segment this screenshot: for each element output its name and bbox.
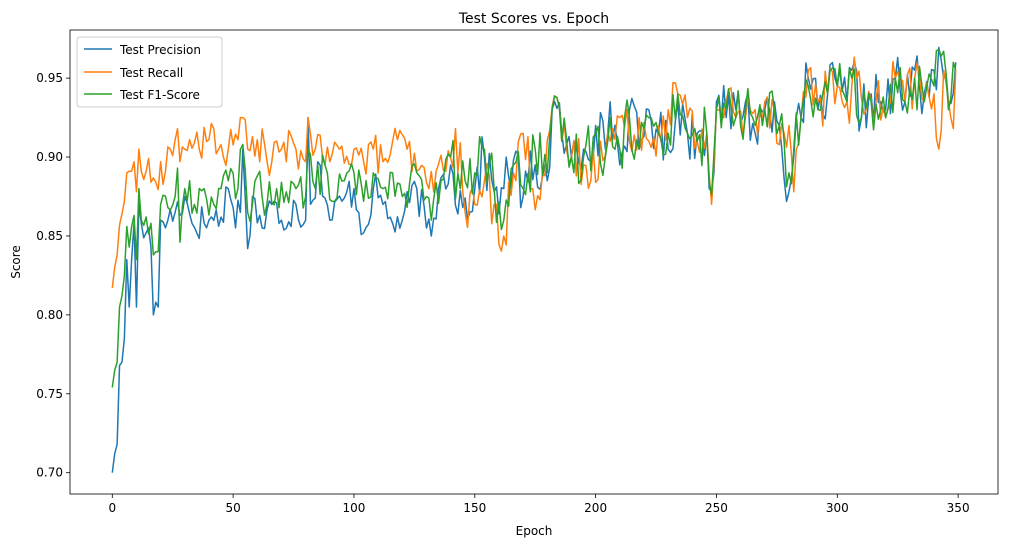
x-tick-label: 100 [343,501,366,515]
series-lines [111,46,957,473]
y-tick-label: 0.80 [36,308,63,322]
x-tick-label: 350 [947,501,970,515]
y-tick-label: 0.85 [36,229,63,243]
x-tick-label: 250 [705,501,728,515]
plot-area-frame [69,29,999,495]
legend-box [76,36,223,108]
legend: Test Precision Test Recall Test F1-Score [76,36,223,108]
y-tick-label: 0.75 [36,387,63,401]
y-tick-label: 0.95 [36,71,63,85]
y-tick-label: 0.90 [36,150,63,164]
x-tick-label: 300 [826,501,849,515]
y-axis-label: Score [9,245,23,279]
series-line-f1 [111,49,957,388]
x-tick-label: 50 [225,501,240,515]
chart-title: Test Scores vs. Epoch [458,11,609,27]
legend-label-f1: Test F1-Score [119,88,200,102]
y-tick-label: 0.70 [36,466,63,480]
axis-ticks: 0 50 100 150 200 250 300 350 0.70 0.75 0.80 0.85 0.9… [36,71,969,515]
x-tick-label: 150 [463,501,486,515]
x-axis-label: Epoch [516,524,553,538]
series-line-recall [111,56,957,289]
legend-label-precision: Test Precision [119,43,201,57]
x-tick-label: 0 [108,501,116,515]
x-tick-label: 200 [584,501,607,515]
legend-label-recall: Test Recall [119,66,183,80]
